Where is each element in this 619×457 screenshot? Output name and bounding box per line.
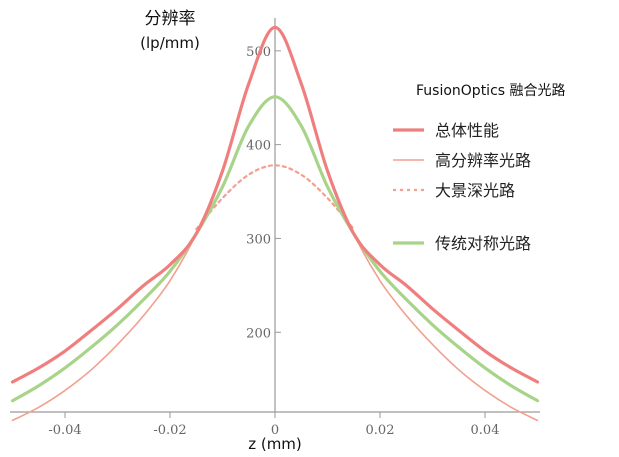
y-tick-label: 400 — [246, 139, 271, 154]
legend-label-4: 传统对称光路 — [435, 234, 531, 253]
y-axis-title-line2: (lp/mm) — [140, 34, 200, 52]
legend-label-2: 高分辨率光路 — [435, 151, 531, 170]
series-line-1 — [10, 25, 540, 384]
legend-label-3: 大景深光路 — [435, 181, 515, 200]
x-ticks: -0.04 -0.02 0 0.02 0.04 — [48, 412, 499, 438]
x-tick-label: 0.04 — [471, 423, 500, 438]
x-axis-title: z (mm) — [248, 435, 302, 453]
y-tick-label: 200 — [246, 326, 271, 341]
x-tick-label: 0.02 — [366, 423, 395, 438]
legend-label-1: 总体性能 — [435, 121, 499, 140]
legend-title: FusionOptics 融合光路 — [416, 83, 566, 99]
series-layer — [10, 25, 540, 422]
x-tick-label: -0.04 — [48, 423, 81, 438]
y-axis-title-line1: 分辨率 — [145, 9, 196, 29]
axes — [10, 18, 540, 413]
y-tick-label: 300 — [246, 232, 271, 247]
series-line-4 — [10, 95, 540, 403]
series-line-3 — [195, 164, 355, 231]
x-tick-label: -0.02 — [153, 423, 186, 438]
x-tick-label: 0 — [271, 423, 279, 438]
